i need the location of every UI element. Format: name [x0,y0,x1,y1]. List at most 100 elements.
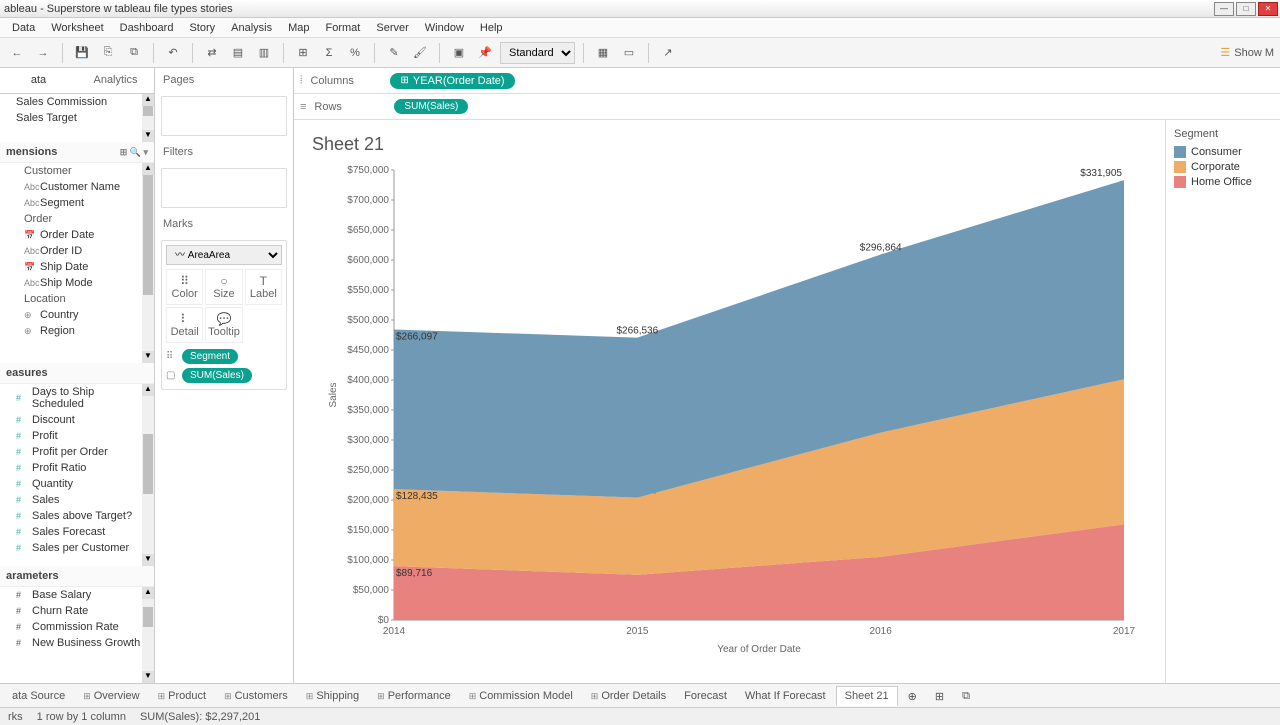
status-bar: rks 1 row by 1 column SUM(Sales): $2,297… [0,707,1280,725]
dimension-item[interactable]: Order [0,211,154,227]
menu-help[interactable]: Help [472,22,511,34]
parameter-item[interactable]: #New Business Growth [0,635,154,651]
new-sheet-button[interactable]: ⊕ [900,686,925,706]
measure-item[interactable]: #Profit Ratio [0,460,154,476]
share-icon[interactable]: ↗ [657,42,679,64]
dimension-item[interactable]: Location [0,291,154,307]
sort-desc-icon[interactable]: ▥ [253,42,275,64]
present-icon[interactable]: ▭ [618,42,640,64]
format-icon[interactable]: 🖌 [409,42,431,64]
measure-item[interactable]: #Discount [0,412,154,428]
parameter-item[interactable]: #Commission Rate [0,619,154,635]
sheet-tab[interactable]: ⊞Performance [369,686,459,705]
dimension-item[interactable]: AbcOrder ID [0,243,154,259]
swap-icon[interactable]: ⇄ [201,42,223,64]
marks-tooltip[interactable]: 💬Tooltip [205,307,242,343]
marks-card: 〰 AreaArea ⠿Color○SizeTLabel ⠇Detail💬Tool… [161,240,287,390]
marks-color[interactable]: ⠿Color [166,269,203,305]
legend-item[interactable]: Home Office [1174,176,1272,188]
columns-pill[interactable]: ⊞ YEAR(Order Date) [390,73,514,89]
sort-asc-icon[interactable]: ▤ [227,42,249,64]
menu-analysis[interactable]: Analysis [223,22,280,34]
sheet-tab[interactable]: ⊞Overview [75,686,147,705]
filters-shelf[interactable] [161,168,287,208]
marks-label: Marks [155,212,293,236]
measure-item[interactable]: #Sales Forecast [0,524,154,540]
svg-text:$250,000: $250,000 [347,465,389,476]
datasource-item[interactable]: Sales Target [0,110,154,126]
marks-size[interactable]: ○Size [205,269,242,305]
parameter-item[interactable]: #Churn Rate [0,603,154,619]
save-icon[interactable]: 💾 [71,42,93,64]
svg-text:$331,905: $331,905 [1080,168,1122,179]
measure-item[interactable]: #Sales per Customer [0,540,154,556]
measure-item[interactable]: #Profit [0,428,154,444]
parameter-item[interactable]: #Base Salary [0,587,154,603]
new-sheet-button[interactable]: ⊞ [927,686,952,706]
measure-item[interactable]: #Days to Ship Scheduled [0,384,154,412]
sheet-tab[interactable]: What If Forecast [737,686,834,705]
tab-analytics[interactable]: Analytics [77,68,154,93]
measure-item[interactable]: #Profit per Order [0,444,154,460]
totals-icon[interactable]: Σ [318,42,340,64]
legend-item[interactable]: Corporate [1174,161,1272,173]
menu-story[interactable]: Story [181,22,223,34]
new-sheet-icon[interactable]: ⧉ [123,42,145,64]
sheet-tab[interactable]: ⊞Order Details [583,686,674,705]
marks-detail[interactable]: ⠇Detail [166,307,203,343]
sheet-title[interactable]: Sheet 21 [304,130,1155,165]
pin-icon[interactable]: 📌 [474,42,496,64]
dimension-item[interactable]: ⊕Region [0,323,154,339]
fit-dropdown[interactable]: Standard [500,42,575,64]
legend-item[interactable]: Consumer [1174,146,1272,158]
tab-data[interactable]: ata [0,68,77,93]
dimension-item[interactable]: 📅Ship Date [0,259,154,275]
menu-window[interactable]: Window [417,22,472,34]
new-sheet-button[interactable]: ⧉ [954,686,978,706]
measure-item[interactable]: #Sales [0,492,154,508]
sheet-tab[interactable]: Forecast [676,686,735,705]
segment-pill[interactable]: Segment [182,349,238,364]
menu-worksheet[interactable]: Worksheet [43,22,111,34]
datasource-item[interactable]: Sales Commission [0,94,154,110]
highlight-icon[interactable]: ✎ [383,42,405,64]
sheet-tab[interactable]: ⊞Shipping [298,686,367,705]
menu-data[interactable]: Data [4,22,43,34]
rows-pill[interactable]: SUM(Sales) [394,99,468,114]
dimension-item[interactable]: Customer [0,163,154,179]
back-icon[interactable]: ← [6,42,28,64]
sumsales-pill[interactable]: SUM(Sales) [182,368,252,383]
pages-label: Pages [155,68,293,92]
cards-icon[interactable]: ▦ [592,42,614,64]
dimension-item[interactable]: ⊕Country [0,307,154,323]
menu-map[interactable]: Map [280,22,317,34]
minimize-button[interactable]: — [1214,2,1234,16]
group-icon[interactable]: ⊞ [292,42,314,64]
pages-shelf[interactable] [161,96,287,136]
marks-type-dropdown[interactable]: 〰 AreaArea [166,245,282,265]
svg-text:$750,000: $750,000 [347,165,389,176]
sheet-tab[interactable]: Sheet 21 [836,686,898,706]
dimension-item[interactable]: AbcCustomer Name [0,179,154,195]
marks-label[interactable]: TLabel [245,269,282,305]
dimension-item[interactable]: AbcShip Mode [0,275,154,291]
dimension-item[interactable]: 📅Order Date [0,227,154,243]
menu-dashboard[interactable]: Dashboard [112,22,182,34]
fit-icon[interactable]: ▣ [448,42,470,64]
measure-item[interactable]: #Quantity [0,476,154,492]
measure-item[interactable]: #Sales above Target? [0,508,154,524]
show-me-button[interactable]: ☰Show M [1220,46,1274,59]
dimension-item[interactable]: AbcSegment [0,195,154,211]
menu-format[interactable]: Format [318,22,369,34]
percent-icon[interactable]: % [344,42,366,64]
close-button[interactable]: ✕ [1258,2,1278,16]
menu-server[interactable]: Server [368,22,416,34]
undo-icon[interactable]: ↶ [162,42,184,64]
new-data-icon[interactable]: ⎘ [97,42,119,64]
sheet-tab[interactable]: ata Source [4,686,73,705]
sheet-tab[interactable]: ⊞Customers [216,686,296,705]
maximize-button[interactable]: □ [1236,2,1256,16]
forward-icon[interactable]: → [32,42,54,64]
sheet-tab[interactable]: ⊞Product [150,686,214,705]
sheet-tab[interactable]: ⊞Commission Model [461,686,581,705]
